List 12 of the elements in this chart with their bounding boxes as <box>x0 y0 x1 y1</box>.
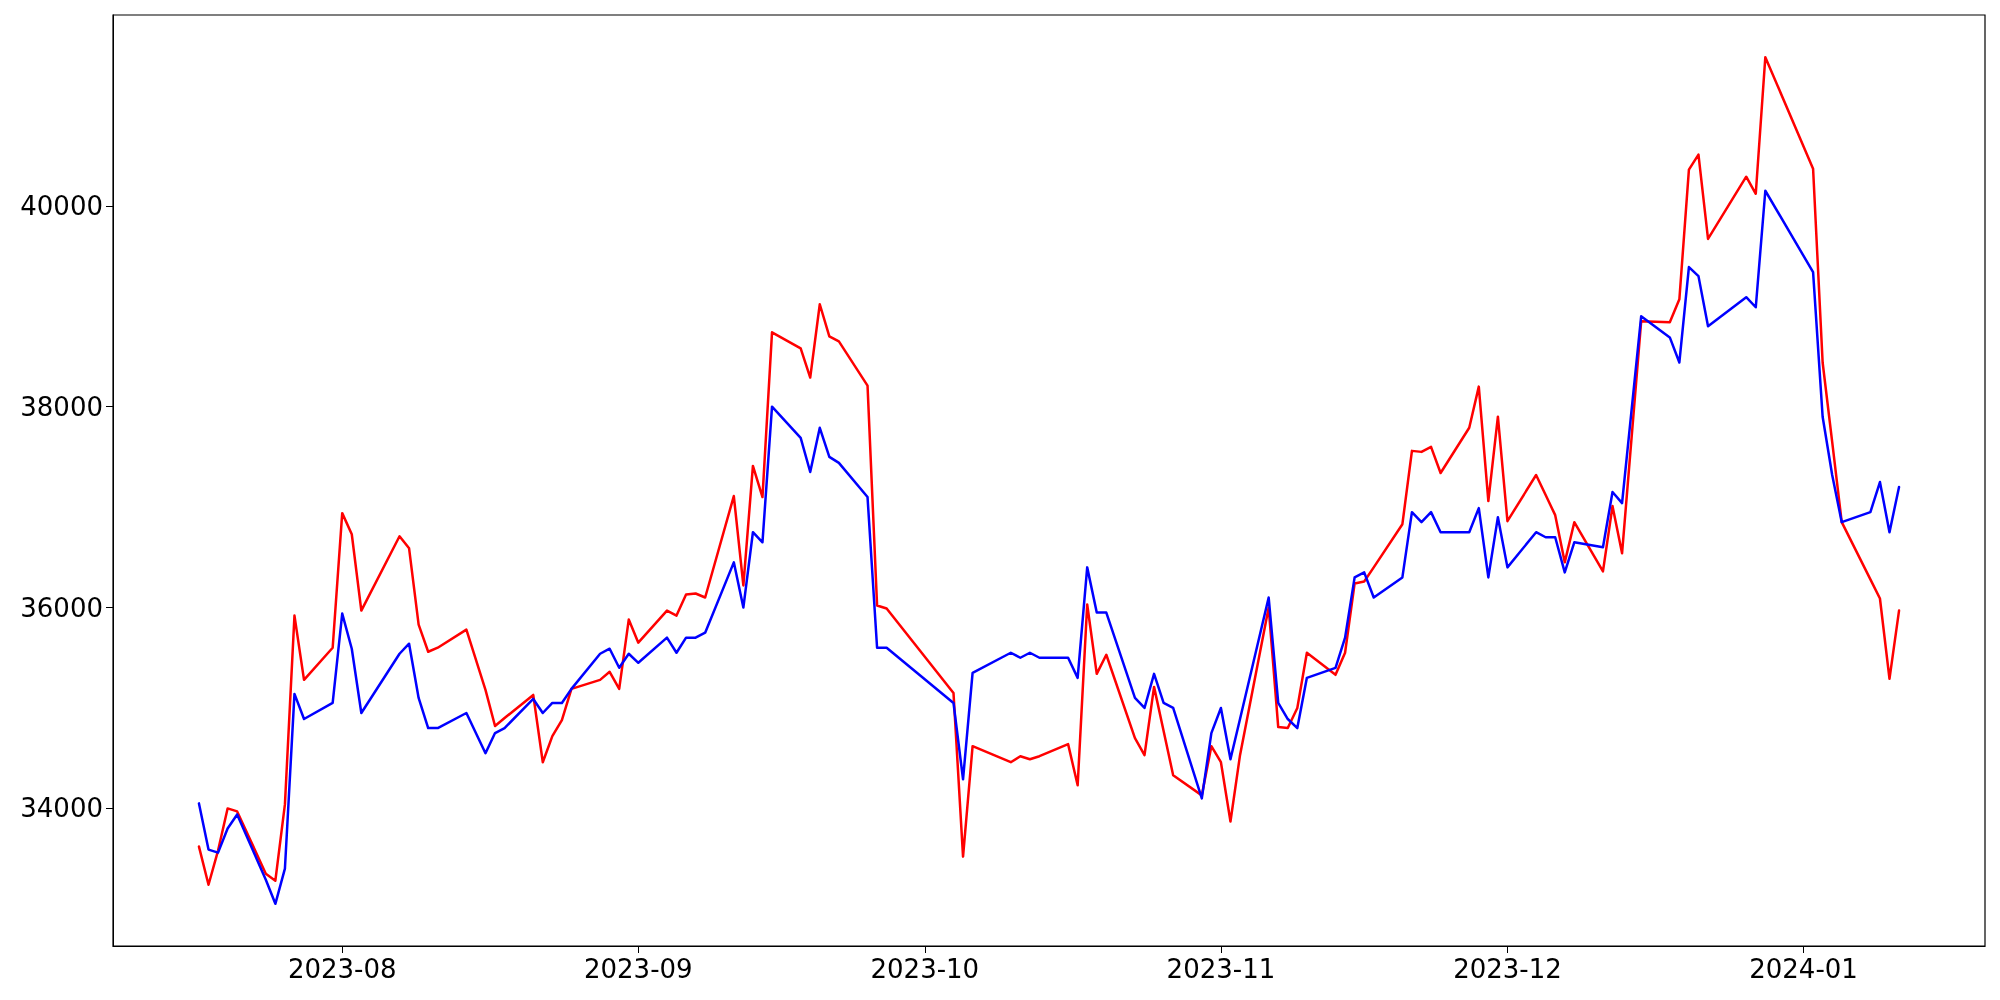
y-tick-label: 38000 <box>20 391 103 422</box>
x-tick-label: 2024-01 <box>1749 954 1858 984</box>
x-tick-label: 2023-11 <box>1166 954 1276 984</box>
line-series <box>197 55 1901 886</box>
x-tick-label: 2023-09 <box>583 954 693 984</box>
x-tick-label: 2023-10 <box>870 954 980 984</box>
x-tick-label: 2023-08 <box>287 954 397 984</box>
x-tick-label: 2023-12 <box>1453 954 1562 984</box>
line-series <box>197 189 1901 906</box>
y-tick-label: 40000 <box>20 190 103 221</box>
y-tick-label: 34000 <box>20 793 103 824</box>
y-tick-label: 36000 <box>20 592 103 623</box>
